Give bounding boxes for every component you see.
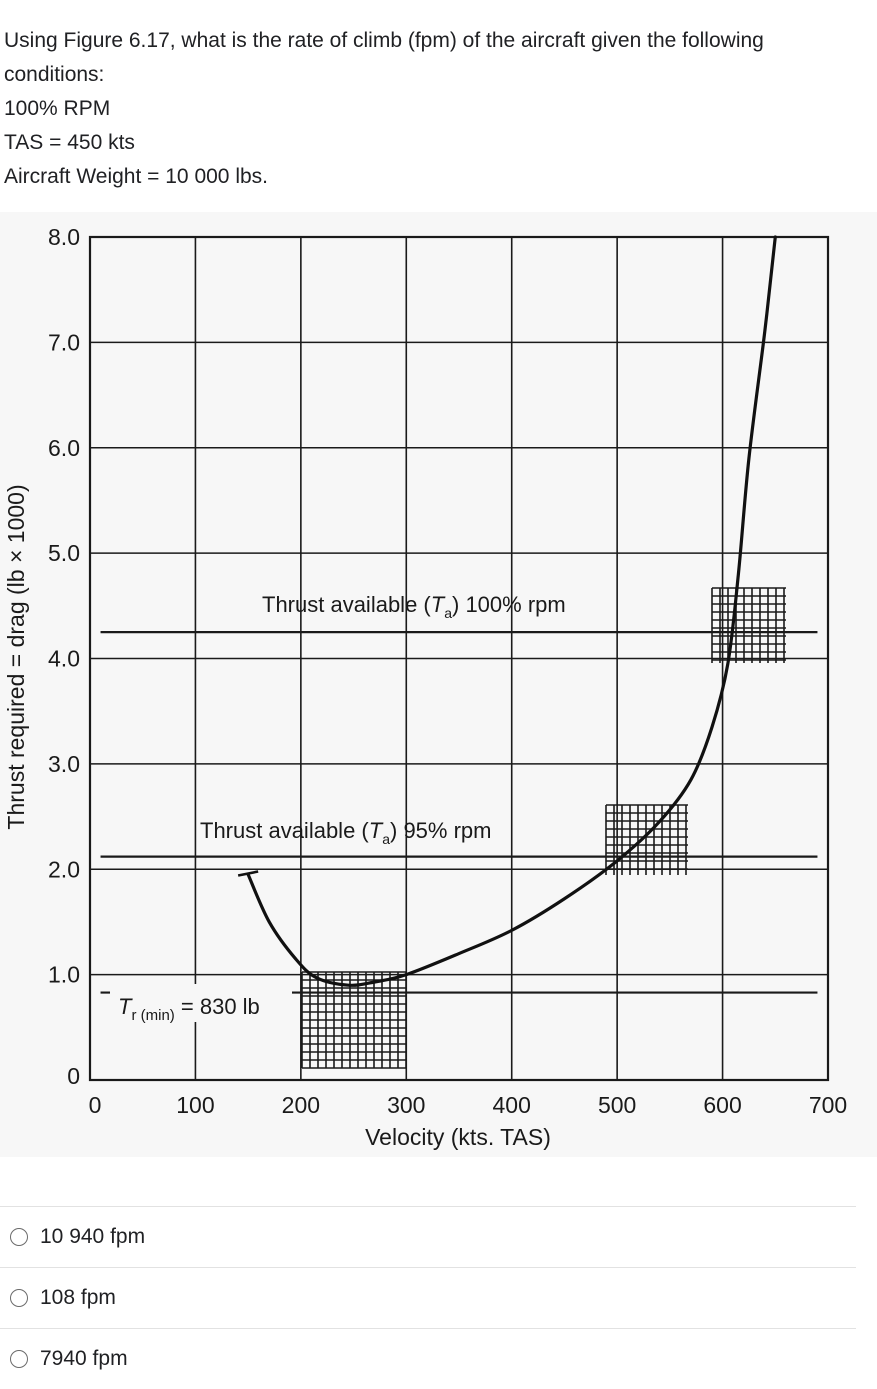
y-tick-label: 7.0 — [48, 329, 80, 355]
question-line: conditions: — [4, 63, 105, 86]
question-line: Aircraft Weight = 10 000 lbs. — [4, 165, 268, 188]
question-text: Using Figure 6.17, what is the rate of c… — [4, 24, 864, 194]
question-line: Using Figure 6.17, what is the rate of c… — [4, 29, 764, 52]
annotation-tr-min-bg — [110, 984, 292, 1022]
x-tick-label: 700 — [809, 1092, 847, 1118]
x-tick-label: 200 — [282, 1092, 320, 1118]
drag-curve — [246, 235, 777, 987]
answer-option[interactable]: 108 fpm — [0, 1267, 856, 1328]
annotation-tr-min: Tr (min) = 830 lb — [118, 994, 260, 1024]
drag-curve-group — [237, 235, 777, 987]
y-axis-label: Thrust required = drag (lb × 1000) — [3, 484, 29, 829]
radio-button[interactable] — [10, 1289, 28, 1307]
annotation-100-rpm: Thrust available (Ta) 100% rpm — [262, 592, 566, 621]
y-tick-label: 4.0 — [48, 646, 80, 672]
annotation-95-rpm: Thrust available (Ta) 95% rpm — [200, 818, 491, 847]
x-tick-label: 400 — [493, 1092, 531, 1118]
grid — [88, 235, 830, 1082]
tick-labels: 0 100 200 300 400 500 600 700 0 1.0 2.0 3.0 4.0 5.0 6.… — [48, 224, 847, 1118]
answer-option[interactable]: 10 940 fpm — [0, 1206, 856, 1267]
crosshatch-regions — [301, 587, 786, 1069]
answer-option-label: 108 fpm — [40, 1286, 116, 1309]
x-axis-label: Velocity (kts. TAS) — [365, 1124, 551, 1150]
y-tick-label: 0 — [67, 1063, 80, 1089]
thrust-drag-chart: 0 100 200 300 400 500 600 700 0 1.0 2.0 3.0 4.0 5.0 6.… — [0, 212, 877, 1157]
x-tick-label: 500 — [598, 1092, 636, 1118]
hatch-min-drag — [301, 971, 407, 1069]
figure-6-17: 0 100 200 300 400 500 600 700 0 1.0 2.0 3.0 4.0 5.0 6.… — [0, 212, 877, 1157]
x-tick-label: 600 — [703, 1092, 741, 1118]
y-tick-label: 5.0 — [48, 540, 80, 566]
answer-option[interactable]: 7940 fpm — [0, 1328, 856, 1389]
question-line: TAS = 450 kts — [4, 131, 135, 154]
y-tick-label: 3.0 — [48, 751, 80, 777]
radio-button[interactable] — [10, 1228, 28, 1246]
radio-button[interactable] — [10, 1350, 28, 1368]
answer-options: 10 940 fpm 108 fpm 7940 fpm — [0, 1206, 856, 1389]
curve-start-tick — [237, 870, 259, 877]
y-tick-label: 2.0 — [48, 856, 80, 882]
x-tick-label: 300 — [387, 1092, 425, 1118]
answer-option-label: 10 940 fpm — [40, 1225, 146, 1248]
answer-option-label: 7940 fpm — [40, 1347, 128, 1370]
question-line: 100% RPM — [4, 97, 111, 120]
y-tick-label: 1.0 — [48, 962, 80, 988]
hatch-100-rpm — [711, 587, 786, 663]
x-tick-label: 100 — [176, 1092, 214, 1118]
y-tick-label: 6.0 — [48, 435, 80, 461]
x-tick-label: 0 — [89, 1092, 102, 1118]
y-tick-label: 8.0 — [48, 224, 80, 250]
